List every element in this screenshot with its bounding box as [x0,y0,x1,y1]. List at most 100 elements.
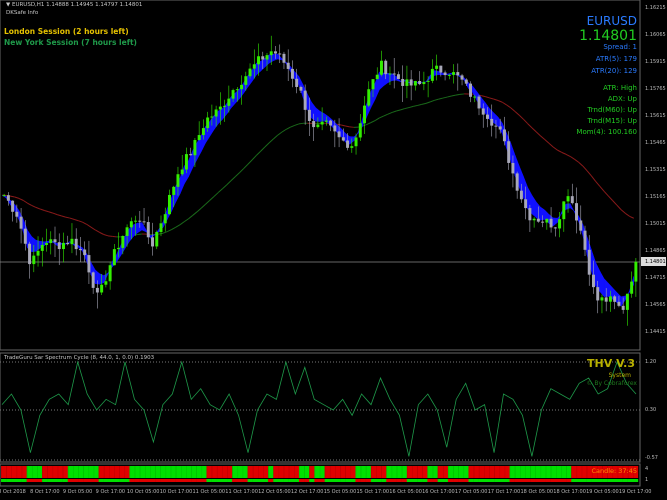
ma-segment [18,197,24,201]
strength-bar-upper [124,466,130,478]
strength-bar-upper [499,466,505,478]
candle-body [346,140,350,148]
strength-bar-lower [473,479,479,482]
strength-bar-upper [175,466,181,478]
strength-bar-lower [355,479,361,482]
ma-segment [582,165,588,172]
ma-segment [290,124,295,128]
ma-segment [489,97,494,100]
time-axis-label: 12 Oct 17:00 [290,489,324,495]
price-axis-label: 1.15465 [645,140,666,146]
ma-segment [256,150,261,156]
price-axis-label: 1.15315 [645,167,666,173]
candle-body [163,214,167,224]
candle-body [193,140,197,156]
strength-bar-upper [149,466,156,478]
candle-body [36,250,40,256]
candle-body [108,265,112,282]
info-symbol: EURUSD [586,14,637,28]
oscillator-label: TradeGuru Sar Spectrum Cycle (8, 44.0, 1… [4,355,155,361]
strength-bar-lower [417,479,423,482]
candle-body [324,120,328,122]
strength-bar-lower [42,479,48,482]
ma-segment [61,215,66,218]
band-segment [569,203,575,213]
candle-body [83,249,87,256]
strength-bar-lower [422,479,428,482]
current-price-tag [641,257,666,266]
time-axis-label: 18 Oct 17:00 [553,489,586,495]
ma-segment [599,186,605,192]
candle-body [155,232,159,247]
candle-body [70,238,74,245]
ma-segment [184,218,189,223]
ma-segment [251,155,257,161]
candle-body [388,73,392,75]
candle-body [375,74,379,80]
candle-body [541,221,545,223]
strength-bar-lower [278,479,284,482]
strength-bar-upper [437,466,443,478]
strength-bar-upper [340,466,346,478]
strength-bar-lower [381,479,387,482]
strength-bar-lower [499,479,505,482]
strength-bar-upper [504,466,510,478]
ma-segment [99,231,104,235]
strength-bar-lower [1,479,7,482]
strength-bar-upper [26,466,33,478]
ma-segment [294,123,299,126]
ma-segment [226,180,232,186]
ma-segment [561,151,567,155]
strength-bar-lower [103,479,110,482]
ma-segment [620,209,626,214]
candle-body [159,223,163,233]
strength-bar-lower [406,479,413,482]
strength-panel-border [0,463,641,487]
candle-body [621,305,625,310]
strength-bar-lower [360,479,366,482]
ma-segment [485,96,490,99]
ma-segment [44,210,49,213]
strength-bar-upper [170,466,176,478]
strength-bar-upper [401,466,408,478]
strength-bar-lower [119,479,125,482]
strength-bar-lower [257,479,264,482]
candle-body [273,51,277,54]
strength-bar-upper [278,466,284,478]
candle-body [422,81,426,85]
candle-body [248,68,252,77]
candle-body [591,274,595,288]
ma-segment [413,104,418,107]
ma-segment [366,122,372,126]
ma-segment [434,98,439,101]
ma-segment [557,149,562,153]
candle-body [435,65,439,69]
strength-bar-lower [566,479,572,482]
strength-bar-upper [108,466,115,478]
ma-segment [531,127,537,133]
brand-system: System [608,372,631,379]
candle-body [625,293,629,310]
candle-body [507,141,511,163]
ma-segment [455,93,460,96]
strength-bar-lower [478,479,485,482]
strength-bar-lower [463,479,469,482]
time-axis-label: 11 Oct 17:00 [225,489,258,495]
candle-body [53,239,57,243]
ma-segment [421,102,427,105]
candle-body [74,238,78,250]
ma-segment [162,231,168,234]
candle-body [235,89,239,91]
ma-segment [408,105,414,109]
candle-body [613,296,617,302]
strength-bar-upper [11,466,17,478]
strength-bar-lower [519,479,526,482]
strength-bar-lower [540,479,546,482]
candle-body [227,98,231,106]
strength-bar-upper [489,466,495,478]
candle-body [604,297,608,302]
ma-segment [31,204,37,208]
ma-segment [205,200,211,205]
strength-bar-lower [627,479,634,482]
